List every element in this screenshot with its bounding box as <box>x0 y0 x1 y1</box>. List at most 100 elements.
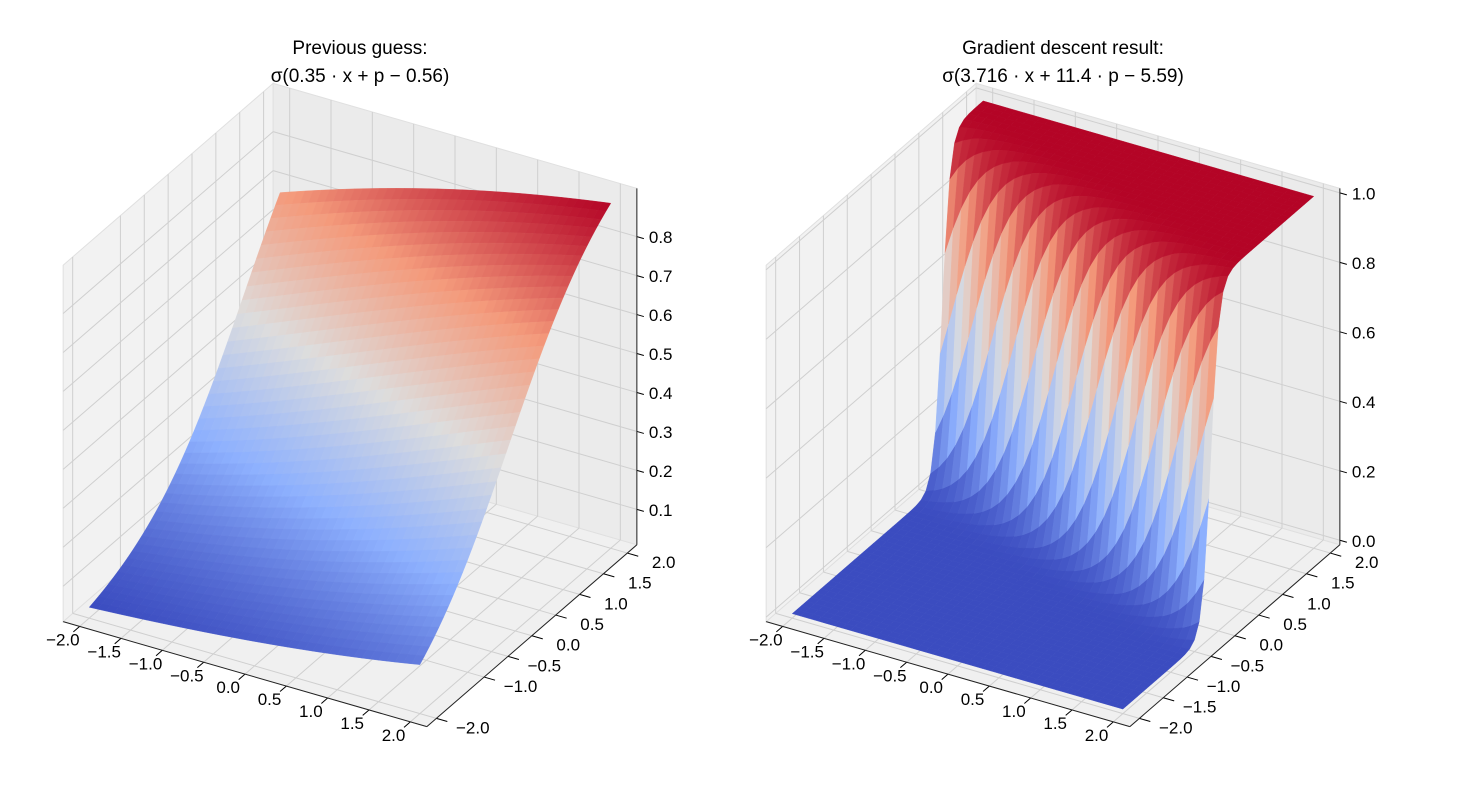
x-tick-label: 1.5 <box>340 714 364 733</box>
z-tick-label: 0.0 <box>1352 532 1376 551</box>
grid-line <box>765 156 977 340</box>
tick-mark <box>321 697 328 704</box>
y-tick-label: −1.5 <box>1183 698 1217 717</box>
tick-mark <box>603 573 615 578</box>
y-tick-label: −0.5 <box>528 656 562 675</box>
z-tick-label: 0.3 <box>649 423 673 442</box>
grid-line <box>765 295 977 479</box>
z-tick-label: 0.6 <box>1352 323 1376 342</box>
tick-mark <box>817 637 825 645</box>
y-axis-line <box>1129 544 1341 728</box>
tick-mark <box>636 353 644 357</box>
tick-mark <box>403 721 411 728</box>
y-tick-label: 0.5 <box>580 615 604 634</box>
tick-mark <box>1163 697 1175 702</box>
x-tick-label: 0.0 <box>919 678 943 697</box>
tick-mark <box>858 649 866 657</box>
x-tick-label: 0.5 <box>258 690 282 709</box>
x-tick-label: −1.5 <box>790 642 824 661</box>
y-tick-label: −1.0 <box>504 677 538 696</box>
z-tick-label: 0.4 <box>649 384 673 403</box>
z-tick-label: 0.2 <box>1352 462 1376 481</box>
z-tick-label: 0.8 <box>649 228 673 247</box>
tick-mark <box>900 661 907 669</box>
tick-mark <box>1330 552 1342 557</box>
surface-facet <box>411 654 425 665</box>
y-tick-label: 2.0 <box>1355 553 1379 572</box>
chart-title: Gradient descent result: <box>962 38 1164 59</box>
tick-mark <box>1258 614 1270 619</box>
y-tick-label: −2.0 <box>456 718 490 737</box>
tick-mark <box>1065 709 1073 716</box>
z-tick-label: 0.8 <box>1352 254 1376 273</box>
grid-line <box>72 612 437 719</box>
tick-mark <box>507 655 520 661</box>
tick-mark <box>1186 676 1199 681</box>
tick-mark <box>483 676 496 681</box>
y-tick-label: 0.0 <box>556 636 580 655</box>
tick-mark <box>941 673 949 680</box>
tick-mark <box>555 614 567 619</box>
tick-mark <box>636 391 644 395</box>
tick-mark <box>982 685 990 692</box>
x-tick-label: −0.5 <box>873 666 907 685</box>
tick-mark <box>636 275 644 279</box>
y-tick-label: 1.0 <box>1307 594 1331 613</box>
z-tick-label: 0.1 <box>649 501 673 520</box>
y-tick-label: −2.0 <box>1159 718 1193 737</box>
grid-line <box>976 87 1340 194</box>
surface-facet <box>1214 276 1229 297</box>
tick-mark <box>1282 593 1294 599</box>
y-axis-line <box>426 544 638 728</box>
x-tick-label: 2.0 <box>1085 726 1109 745</box>
tick-mark <box>1339 331 1347 335</box>
y-tick-label: −1.0 <box>1207 677 1241 696</box>
tick-mark <box>1306 573 1318 578</box>
tick-mark <box>1106 721 1114 728</box>
grid-line <box>62 131 274 314</box>
tick-mark <box>155 649 163 657</box>
tick-mark <box>776 626 784 633</box>
tick-mark <box>197 661 204 669</box>
tick-mark <box>279 685 287 692</box>
y-tick-label: 1.5 <box>1331 574 1355 593</box>
tick-mark <box>1234 635 1246 640</box>
tick-mark <box>636 236 644 240</box>
tick-mark <box>1024 697 1031 704</box>
z-tick-label: 1.0 <box>1352 184 1376 203</box>
chart-subtitle: σ(3.716 · x + 11.4 · p − 5.59) <box>942 66 1184 87</box>
grid-line <box>765 87 977 271</box>
z-tick-label: 0.2 <box>649 462 673 481</box>
tick-mark <box>531 635 543 640</box>
grid-line <box>775 612 1140 719</box>
tick-mark <box>362 709 370 716</box>
tick-mark <box>1339 400 1347 404</box>
x-tick-label: −2.0 <box>749 630 783 649</box>
grid-line <box>62 170 274 353</box>
x-tick-label: −1.0 <box>129 654 163 673</box>
tick-mark <box>114 637 122 645</box>
tick-mark <box>627 552 639 557</box>
x-tick-label: 2.0 <box>382 726 406 745</box>
x-axis-line <box>63 621 427 728</box>
x-axis-line <box>766 621 1130 728</box>
surface-plot: −2.0−1.5−1.0−0.50.00.51.01.52.0 −2.0−1.0−… <box>46 38 675 745</box>
tick-mark <box>1139 717 1151 723</box>
tick-mark <box>1339 539 1347 543</box>
y-tick-label: 0.5 <box>1283 615 1307 634</box>
tick-mark <box>1339 261 1347 265</box>
chart-subtitle: σ(0.35 · x + p − 0.56) <box>271 66 450 87</box>
tick-mark <box>579 593 591 599</box>
x-tick-label: 1.0 <box>1002 702 1026 721</box>
tick-mark <box>1339 470 1347 474</box>
x-tick-label: 0.5 <box>961 690 985 709</box>
x-tick-label: 1.5 <box>1043 714 1067 733</box>
x-tick-label: 1.0 <box>299 702 323 721</box>
z-tick-label: 0.6 <box>649 306 673 325</box>
tick-mark <box>636 430 644 434</box>
tick-mark <box>636 314 644 318</box>
tick-mark <box>436 717 448 723</box>
grid-line <box>62 209 274 392</box>
tick-mark <box>1339 192 1347 196</box>
